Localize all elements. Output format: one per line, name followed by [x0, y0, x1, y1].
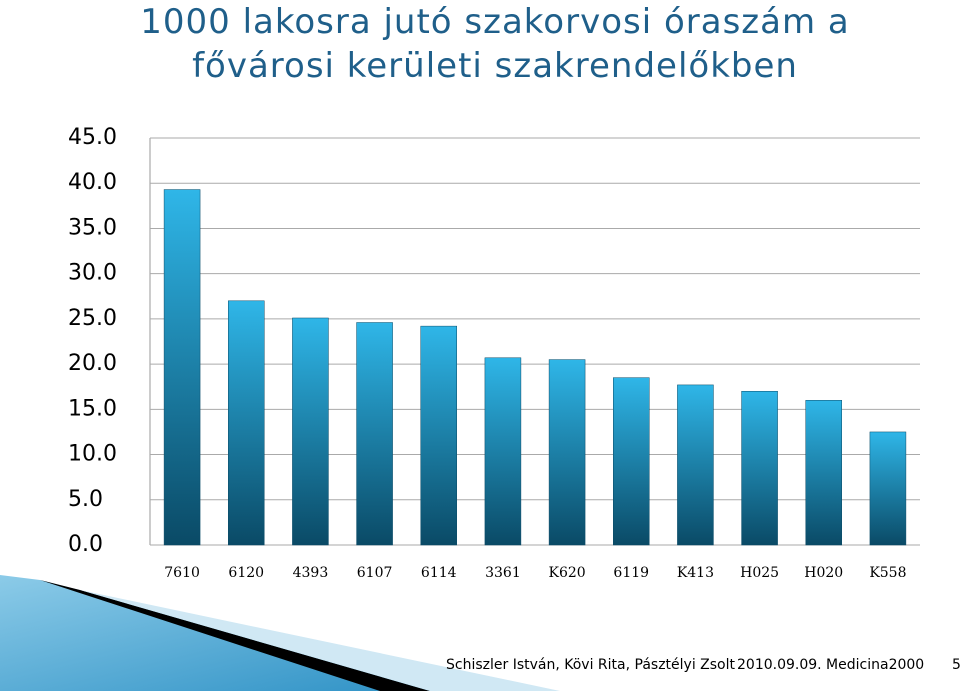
bar	[228, 300, 265, 546]
y-tick-label: 45.0	[68, 125, 117, 150]
bar	[548, 359, 586, 546]
y-tick-label: 10.0	[68, 442, 117, 467]
bar	[869, 431, 907, 546]
bar	[163, 189, 201, 546]
bar	[805, 400, 842, 546]
page-number: 5	[952, 657, 960, 673]
x-tick-label: K558	[869, 565, 906, 581]
footer-date: 2010.09.09. Medicina2000	[737, 657, 924, 673]
x-tick-label: 4393	[293, 565, 329, 581]
decoration	[0, 575, 560, 691]
chart-title: 1000 lakosra jutó szakorvosi óraszám a f…	[140, 2, 850, 86]
bar	[292, 317, 329, 546]
footer-authors: Schiszler István, Kövi Rita, Pásztélyi Z…	[446, 657, 736, 673]
bar	[420, 325, 457, 546]
bar	[741, 390, 778, 546]
x-tick-label: 6120	[228, 565, 264, 581]
y-tick-label: 20.0	[68, 351, 117, 376]
x-tick-label: 3361	[485, 565, 521, 581]
x-tick-label: 6107	[357, 565, 393, 581]
y-tick-label: 40.0	[68, 170, 117, 195]
bar	[613, 377, 650, 546]
x-tick-label: H020	[804, 565, 843, 581]
x-tick-label: K413	[677, 565, 714, 581]
bar	[356, 322, 393, 546]
x-tick-label: 7610	[164, 565, 200, 581]
bar	[484, 357, 522, 546]
y-tick-label: 30.0	[68, 261, 117, 286]
x-tick-label: 6119	[613, 565, 649, 581]
x-tick-label: K620	[548, 565, 585, 581]
y-tick-label: 15.0	[68, 396, 117, 421]
x-tick-label: 6114	[421, 565, 457, 581]
y-tick-label: 35.0	[68, 215, 117, 240]
x-tick-label: H025	[740, 565, 779, 581]
bar	[677, 384, 714, 546]
y-tick-label: 0.0	[68, 532, 103, 557]
y-tick-label: 25.0	[68, 306, 117, 331]
y-tick-label: 5.0	[68, 487, 103, 512]
